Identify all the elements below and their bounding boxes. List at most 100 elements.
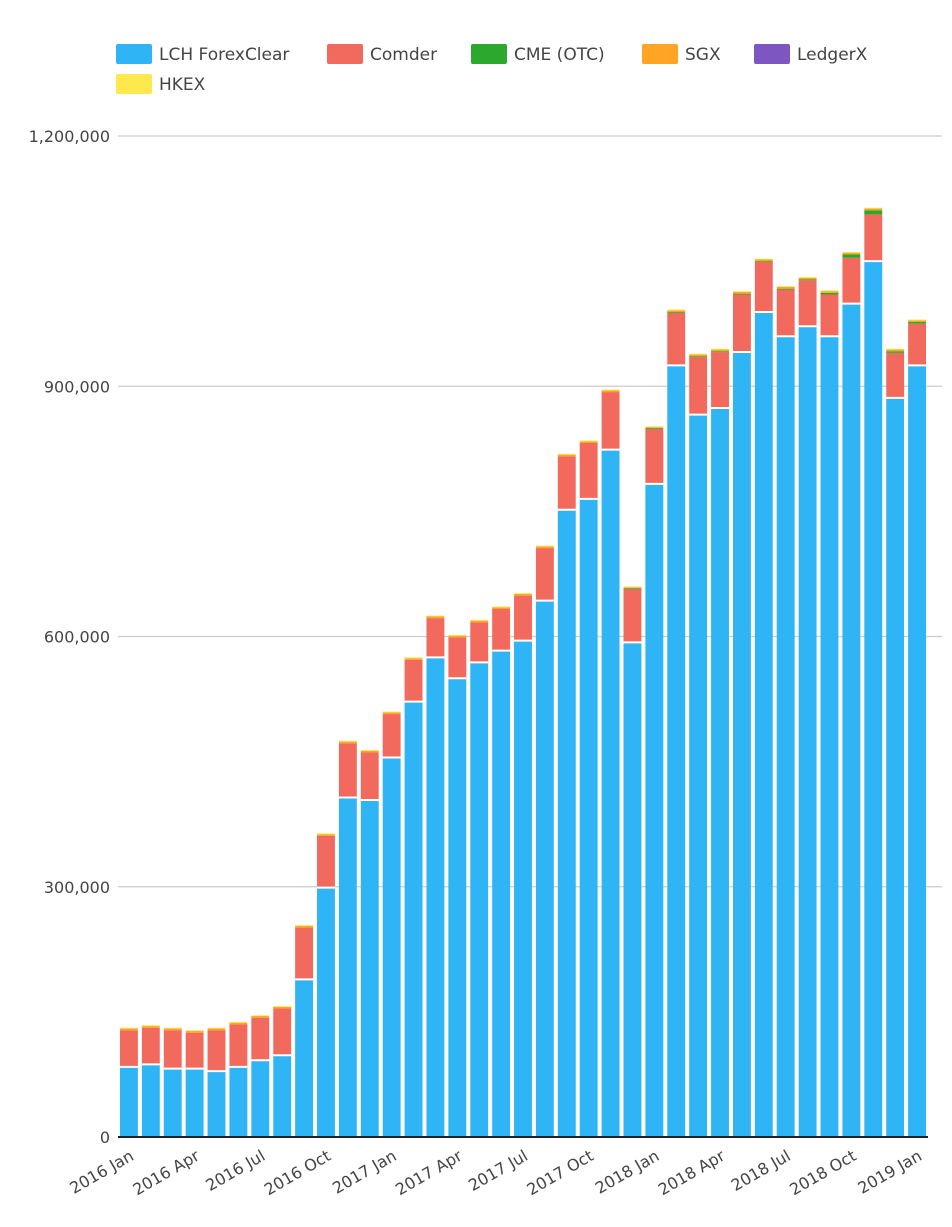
bar-sgx-2018-01 — [645, 427, 664, 428]
legend-label-sgx[interactable]: SGX — [685, 45, 721, 65]
x-tick-label: 2016 Jul — [202, 1146, 268, 1195]
bar-hkex-2018-12 — [886, 348, 905, 350]
legend-label-comder[interactable]: Comder — [370, 45, 437, 65]
bar-comder-2018-06 — [754, 261, 773, 313]
legend-swatch-sgx[interactable] — [642, 44, 678, 64]
bar-lch-forexclear-2018-07 — [776, 336, 795, 1137]
bar-lch-forexclear-2016-05 — [207, 1071, 226, 1137]
y-tick-label: 0 — [100, 1128, 110, 1147]
legend-label-ledgerx[interactable]: LedgerX — [797, 45, 868, 65]
bar-comder-2018-07 — [776, 289, 795, 337]
bar-hkex-2018-09 — [820, 290, 839, 292]
bar-cme-otc-2018-01 — [645, 427, 664, 429]
bar-hkex-2016-03 — [163, 1027, 182, 1029]
bar-comder-2017-02 — [404, 659, 423, 702]
legend-swatch-comder[interactable] — [327, 44, 363, 64]
bar-hkex-2016-10 — [317, 833, 335, 835]
bar-comder-2017-09 — [557, 456, 576, 510]
bar-hkex-2016-02 — [141, 1025, 160, 1027]
bar-hkex-2017-12 — [623, 586, 642, 588]
bar-hkex-2016-01 — [120, 1027, 138, 1029]
bar-hkex-2016-11 — [338, 740, 357, 742]
legend-label-cme-otc[interactable]: CME (OTC) — [514, 45, 605, 65]
bar-hkex-2018-08 — [798, 276, 817, 278]
bar-sgx-2018-06 — [754, 259, 773, 262]
bar-lch-forexclear-2017-09 — [557, 509, 576, 1137]
bar-sgx-2018-09 — [820, 291, 839, 293]
bar-lch-forexclear-2018-12 — [886, 397, 905, 1137]
bar-lch-forexclear-2016-12 — [360, 799, 379, 1137]
bar-sgx-2017-08 — [535, 546, 554, 549]
bar-comder-2018-03 — [689, 357, 708, 415]
bar-lch-forexclear-2016-10 — [317, 887, 335, 1137]
bar-lch-forexclear-2017-01 — [382, 757, 401, 1137]
bar-cme-otc-2018-11 — [864, 210, 883, 215]
bar-sgx-2017-06 — [492, 607, 511, 609]
bar-lch-forexclear-2016-01 — [120, 1066, 138, 1137]
bar-cme-otc-2018-04 — [711, 351, 729, 353]
bar-cme-otc-2018-05 — [732, 293, 751, 295]
bar-sgx-2016-02 — [141, 1026, 160, 1028]
bar-hkex-2018-01 — [645, 426, 664, 428]
bar-sgx-2016-01 — [120, 1028, 138, 1031]
bar-comder-2016-01 — [120, 1030, 138, 1067]
bar-hkex-2016-09 — [295, 925, 314, 926]
bar-sgx-2018-10 — [842, 252, 861, 255]
legend-swatch-hkex[interactable] — [116, 74, 152, 94]
bar-sgx-2018-07 — [776, 286, 795, 289]
bar-comder-2017-01 — [382, 714, 401, 758]
bar-hkex-2016-12 — [360, 749, 379, 751]
bar-sgx-2018-05 — [732, 291, 751, 294]
bar-lch-forexclear-2017-06 — [492, 650, 511, 1137]
bar-sgx-2018-03 — [689, 354, 708, 357]
bar-comder-2018-01 — [645, 428, 664, 484]
bar-comder-2016-03 — [163, 1030, 182, 1069]
bar-comder-2017-11 — [601, 392, 620, 450]
bar-sgx-2017-11 — [601, 390, 620, 393]
y-tick-label: 600,000 — [44, 628, 110, 647]
bar-lch-forexclear-2017-02 — [404, 701, 423, 1137]
y-tick-label: 900,000 — [44, 377, 110, 396]
bar-comder-2017-06 — [492, 608, 511, 651]
bar-hkex-2018-03 — [689, 353, 708, 355]
bar-sgx-2017-10 — [579, 441, 598, 443]
bar-hkex-2017-10 — [579, 440, 598, 442]
bar-cme-otc-2018-07 — [776, 288, 795, 290]
bar-hkex-2017-09 — [557, 453, 576, 455]
bar-sgx-2016-12 — [360, 750, 379, 753]
bar-comder-2017-08 — [535, 548, 554, 601]
bar-hkex-2018-06 — [754, 258, 773, 260]
bar-sgx-2018-12 — [886, 349, 905, 352]
bar-sgx-2017-07 — [514, 593, 532, 596]
bar-sgx-2016-04 — [185, 1031, 204, 1033]
bar-hkex-2018-11 — [864, 207, 883, 209]
bar-lch-forexclear-2017-07 — [514, 640, 532, 1137]
bar-sgx-2016-11 — [338, 741, 357, 744]
legend-label-lch-forexclear[interactable]: LCH ForexClear — [159, 45, 289, 65]
bar-lch-forexclear-2018-05 — [732, 352, 751, 1137]
bar-hkex-2018-02 — [667, 309, 686, 311]
x-tick-label: 2018 Jan — [592, 1146, 663, 1198]
bar-comder-2018-05 — [732, 294, 751, 353]
bar-cme-otc-2018-10 — [842, 254, 861, 258]
bar-sgx-2017-01 — [382, 712, 401, 715]
bar-comder-2016-04 — [185, 1032, 204, 1069]
bar-hkex-2016-05 — [207, 1027, 226, 1029]
legend-label-hkex[interactable]: HKEX — [159, 75, 206, 95]
bar-sgx-2016-10 — [317, 834, 335, 836]
bar-lch-forexclear-2017-05 — [470, 662, 489, 1137]
legend-swatch-cme-otc[interactable] — [471, 44, 507, 64]
bar-cme-otc-2018-08 — [798, 279, 817, 281]
legend-swatch-lch-forexclear[interactable] — [116, 44, 152, 64]
bar-cme-otc-2018-12 — [886, 351, 905, 353]
bar-lch-forexclear-2018-10 — [842, 303, 861, 1138]
bar-sgx-2017-03 — [426, 616, 445, 619]
x-tick-label: 2017 Jan — [329, 1146, 400, 1198]
bar-comder-2017-12 — [623, 588, 642, 643]
x-tick-label: 2018 Oct — [786, 1146, 859, 1199]
legend-swatch-ledgerx[interactable] — [754, 44, 790, 64]
bar-lch-forexclear-2016-09 — [295, 979, 314, 1137]
bar-cme-otc-2018-03 — [689, 356, 708, 358]
bar-hkex-2017-02 — [404, 657, 423, 659]
bar-sgx-2018-02 — [667, 310, 686, 313]
